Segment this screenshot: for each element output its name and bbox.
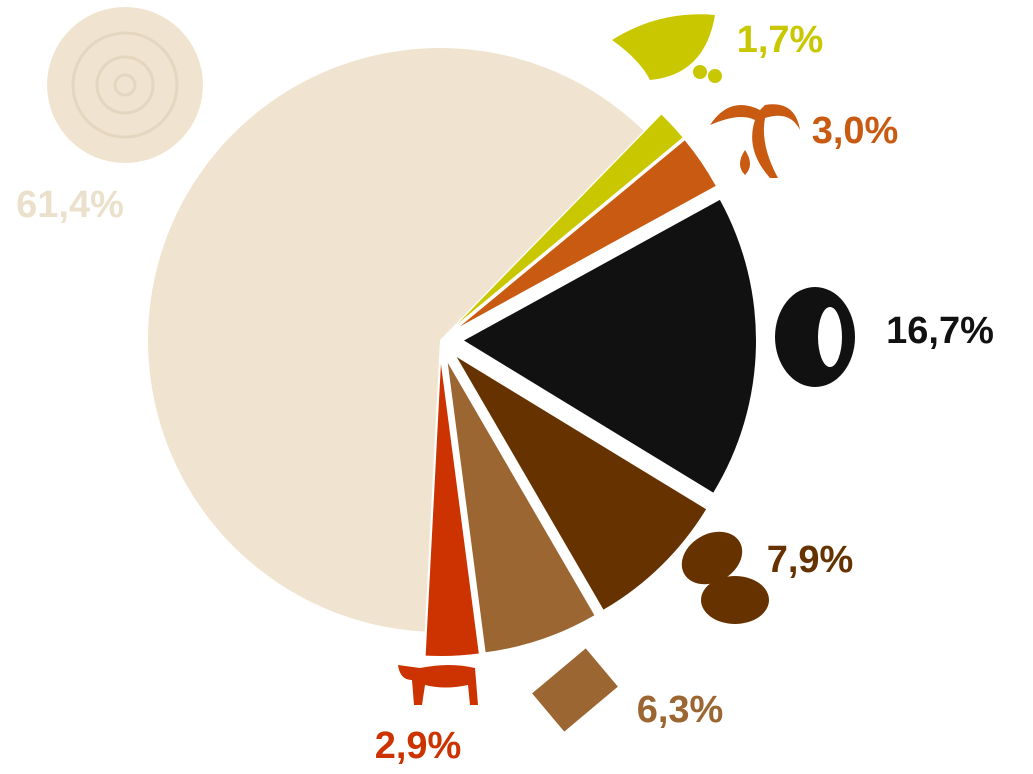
tire-hole <box>818 307 842 367</box>
value-label: 1,7% <box>737 19 824 61</box>
palm-icon <box>710 104 800 178</box>
pie-slice <box>456 357 707 610</box>
cocoa-icon <box>532 648 618 732</box>
coffee-icon <box>701 576 769 624</box>
value-label: 3,0% <box>812 110 899 152</box>
palm-drop <box>740 150 750 175</box>
value-label: 7,9% <box>767 539 854 581</box>
wood-ring <box>71 31 179 139</box>
value-label: 61,4% <box>16 184 124 226</box>
wood-ring <box>95 55 155 115</box>
cattle-icon <box>398 665 478 705</box>
tire-icon <box>775 287 855 387</box>
pie-slice <box>447 362 595 653</box>
pea-icon <box>693 65 707 79</box>
pie-slice <box>147 48 644 632</box>
wood-icon <box>47 7 203 163</box>
wood-ring <box>113 73 137 97</box>
pie-slice <box>459 140 716 327</box>
pea-icon <box>612 14 715 80</box>
pea-icon <box>708 69 722 83</box>
coffee-icon <box>681 531 743 585</box>
value-label: 2,9% <box>375 725 462 767</box>
pie-slice <box>425 363 479 656</box>
value-label: 6,3% <box>637 689 724 731</box>
icons <box>47 7 855 732</box>
pie-slice <box>457 114 683 324</box>
value-label: 16,7% <box>886 310 994 352</box>
pie-slice <box>463 199 756 493</box>
